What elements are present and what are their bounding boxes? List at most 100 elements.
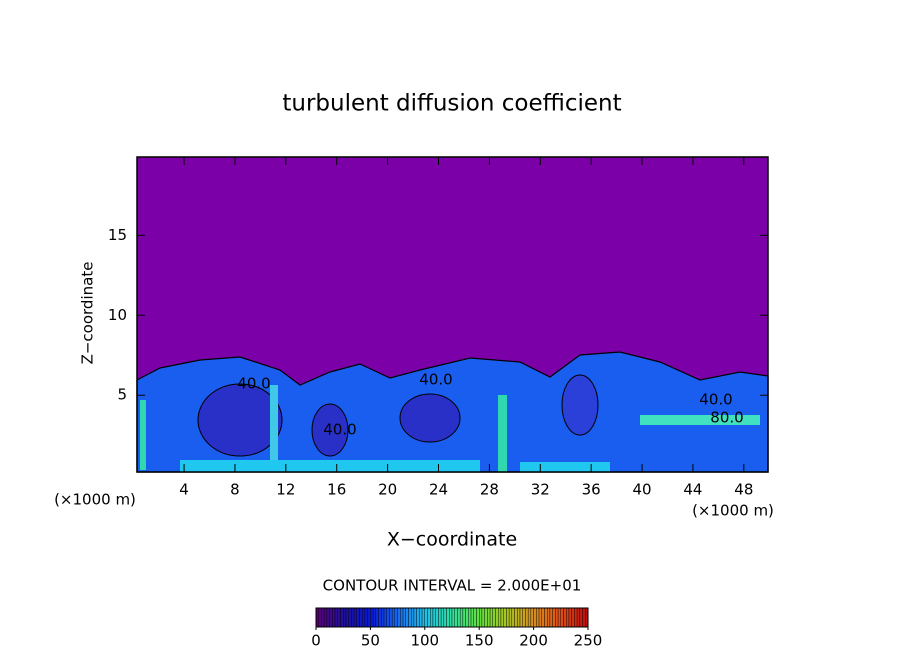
- colorbar-tick-label: 250: [574, 632, 603, 650]
- colorbar-cell: [465, 607, 469, 628]
- chart-title: turbulent diffusion coefficient: [282, 91, 621, 117]
- colorbar-cell: [372, 607, 377, 628]
- colorbar-cell: [481, 607, 485, 628]
- colorbar-cell: [476, 607, 480, 628]
- colorbar-cell: [557, 607, 562, 628]
- colorbar-cell: [492, 607, 496, 628]
- colorbar-cell: [555, 607, 559, 628]
- contour-label: 40.0: [237, 375, 270, 393]
- field-streak: [640, 415, 760, 425]
- y-tick-label: 15: [108, 226, 127, 244]
- y-axis-label: Z−coordinate: [79, 262, 97, 365]
- colorbar-cell: [402, 607, 406, 628]
- x-tick-label: 28: [480, 481, 499, 499]
- colorbar-cell: [484, 607, 488, 628]
- colorbar-cell: [440, 607, 445, 628]
- colorbar-cell: [506, 607, 510, 628]
- field-blob: [561, 374, 599, 436]
- contour-label: 40.0: [419, 371, 452, 389]
- colorbar-cell: [332, 607, 336, 628]
- colorbar-cell: [389, 607, 393, 628]
- colorbar-cell: [340, 607, 344, 628]
- colorbar-cell: [498, 607, 502, 628]
- colorbar-cell: [359, 607, 363, 628]
- colorbar-cell: [424, 607, 428, 628]
- x-unit-label: (×1000 m): [692, 502, 774, 520]
- plot-frame: [136, 156, 769, 473]
- colorbar-cell: [391, 607, 396, 628]
- field-streak: [140, 400, 146, 470]
- colorbar-cell: [318, 607, 322, 628]
- colorbar-cell: [419, 607, 423, 628]
- field-streak: [270, 385, 278, 465]
- colorbar-cell: [421, 607, 425, 628]
- colorbar-cell: [574, 607, 578, 628]
- colorbar-cell: [454, 607, 458, 628]
- colorbar-tick-label: 50: [361, 632, 380, 650]
- colorbar-cell: [430, 607, 434, 628]
- colorbar-cell: [408, 607, 412, 628]
- colorbar-cell: [326, 607, 330, 628]
- colorbar-cell: [468, 607, 472, 628]
- colorbar-cell: [370, 607, 374, 628]
- colorbar-cell: [576, 607, 581, 628]
- colorbar-cell: [438, 607, 442, 628]
- colorbar-cell: [571, 607, 575, 628]
- colorbar-cell: [541, 607, 545, 628]
- x-tick-label: 20: [378, 481, 397, 499]
- colorbar-cell: [511, 607, 515, 628]
- field-streak: [520, 462, 610, 472]
- colorbar-cell: [538, 607, 542, 628]
- colorbar-cell: [514, 607, 518, 628]
- field-blob: [399, 393, 461, 443]
- colorbar-cell: [519, 607, 523, 628]
- x-tick-label: 36: [582, 481, 601, 499]
- colorbar-cell: [568, 607, 572, 628]
- colorbar-cell: [500, 607, 504, 628]
- field-blob: [197, 383, 283, 457]
- colorbar-cell: [443, 607, 447, 628]
- colorbar-cell: [547, 607, 551, 628]
- colorbar-cell: [400, 607, 404, 628]
- contour-label: 40.0: [699, 391, 732, 409]
- colorbar-cell: [549, 607, 553, 628]
- colorbar-cell: [451, 607, 455, 628]
- field-streak: [498, 395, 507, 472]
- colorbar-cell: [364, 607, 368, 628]
- colorbar-cell: [416, 607, 420, 628]
- field-streak: [180, 460, 480, 472]
- colorbar-cell: [427, 607, 431, 628]
- x-tick-label: 44: [683, 481, 702, 499]
- colorbar-cell: [552, 607, 556, 628]
- colorbar-cell: [386, 607, 390, 628]
- colorbar-cell: [353, 607, 357, 628]
- colorbar-cell: [337, 607, 341, 628]
- colorbar-cell: [348, 607, 352, 628]
- colorbar-frame: [315, 607, 589, 628]
- colorbar-cell: [459, 607, 464, 628]
- contour-label: 40.0: [323, 421, 356, 439]
- colorbar-cell: [323, 607, 328, 628]
- colorbar-cell: [394, 607, 398, 628]
- colorbar-cell: [343, 607, 347, 628]
- colorbar-cell: [560, 607, 564, 628]
- colorbar-cell: [566, 607, 570, 628]
- colorbar-cell: [579, 607, 583, 628]
- colorbar-cell: [435, 607, 439, 628]
- field: [136, 156, 769, 473]
- field-blob: [311, 403, 349, 457]
- colorbar-cell: [530, 607, 534, 628]
- x-tick-label: 16: [327, 481, 346, 499]
- x-tick-label: 8: [230, 481, 240, 499]
- colorbar-cell: [527, 607, 532, 628]
- colorbar-cell: [381, 607, 385, 628]
- x-tick-label: 12: [276, 481, 295, 499]
- colorbar-cell: [522, 607, 526, 628]
- colorbar-cell: [582, 607, 586, 628]
- x-tick-label: 24: [429, 481, 448, 499]
- x-unit-label: (×1000 m): [54, 491, 136, 509]
- colorbar-tick-label: 150: [465, 632, 494, 650]
- colorbar-cell: [375, 607, 379, 628]
- x-tick-label: 40: [633, 481, 652, 499]
- colorbar-cell: [334, 607, 338, 628]
